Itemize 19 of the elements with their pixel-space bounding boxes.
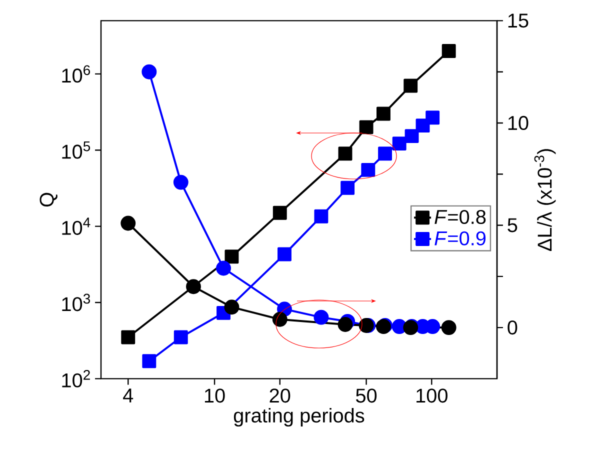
y2-tick-label: 15 [508,14,528,28]
x-tick-label: 4 [123,388,134,402]
y2-tick-label: 10 [508,116,528,130]
x-tick-label: 10 [204,388,225,403]
x-tick-label: 20 [270,388,290,403]
x-tick-label: 50 [356,388,377,403]
legend-label: F=0.8 [434,210,486,224]
y-tick-label: 10$^{4}$ [62,218,90,235]
y2-tick-label: 5 [508,218,518,232]
y-tick-label: 10$^{2}$ [62,370,90,388]
y-axis-title: Q [40,192,58,207]
y-tick-label: 10$^{6}$ [62,65,90,83]
y2-axis-title: ΔL/λ (x10$^{-3}$) [534,149,556,251]
x-axis-title: grating periods [234,408,364,427]
legend-label: F=0.9 [434,231,486,246]
y2-tick-label: 0 [508,320,518,335]
y-tick-label: 10$^{5}$ [62,141,90,159]
x-tick-label: 100 [416,388,448,403]
y-tick-label: 10$^{3}$ [62,294,90,312]
